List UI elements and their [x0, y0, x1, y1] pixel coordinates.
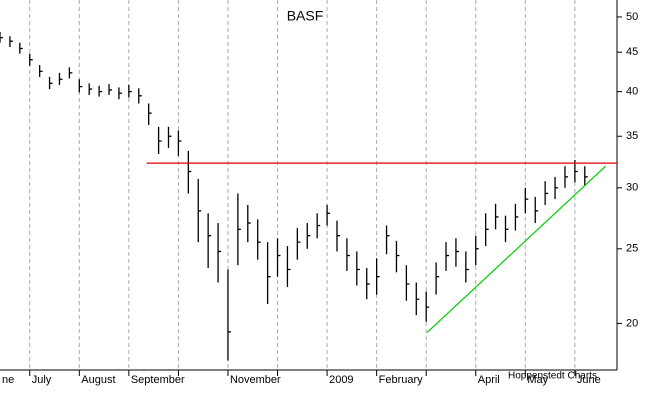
x-tick-label: September	[131, 374, 185, 386]
trend-line	[426, 165, 607, 333]
x-tick-label: 2009	[329, 374, 353, 386]
y-tick-label: 45	[626, 46, 638, 58]
x-tick-label: November	[230, 374, 281, 386]
annotation: Hoppenstedt Charts	[508, 371, 597, 382]
x-tick-label: May	[527, 374, 548, 386]
y-tick-label: 35	[626, 130, 638, 142]
x-tick-label: July	[32, 374, 52, 386]
x-tick-label: August	[81, 374, 115, 386]
y-tick-label: 20	[626, 317, 638, 329]
y-tick-label: 40	[626, 85, 638, 97]
x-tick-label: June	[577, 374, 601, 386]
x-tick-label: ne	[2, 374, 14, 386]
y-tick-label: 25	[626, 243, 638, 255]
chart-title: BASF	[287, 8, 324, 24]
y-tick-label: 50	[626, 11, 638, 23]
y-tick-label: 30	[626, 182, 638, 194]
x-tick-label: April	[478, 374, 500, 386]
x-tick-label: February	[379, 374, 424, 386]
